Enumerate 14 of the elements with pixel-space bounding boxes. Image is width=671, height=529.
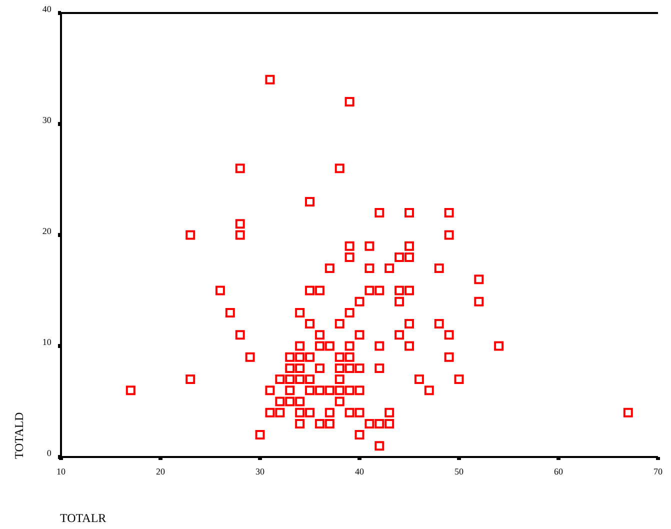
x-tick-label: 50 xyxy=(454,466,464,477)
x-axis-title: TOTALR xyxy=(60,511,106,525)
x-tick-label: 10 xyxy=(56,466,66,477)
y-tick-label: 20 xyxy=(42,226,52,236)
y-tick-label: 0 xyxy=(46,448,52,458)
y-tick-label: 10 xyxy=(42,337,52,348)
x-tick-label: 40 xyxy=(355,466,364,477)
x-tick-label: 30 xyxy=(256,466,265,477)
y-tick-label: 40 xyxy=(42,4,52,14)
y-tick-label: 30 xyxy=(42,115,52,126)
x-tick-label: 60 xyxy=(554,466,564,477)
x-tick-label: 70 xyxy=(654,466,663,477)
x-tick-label: 20 xyxy=(156,466,166,477)
y-axis-title: TOTALD xyxy=(12,412,26,459)
